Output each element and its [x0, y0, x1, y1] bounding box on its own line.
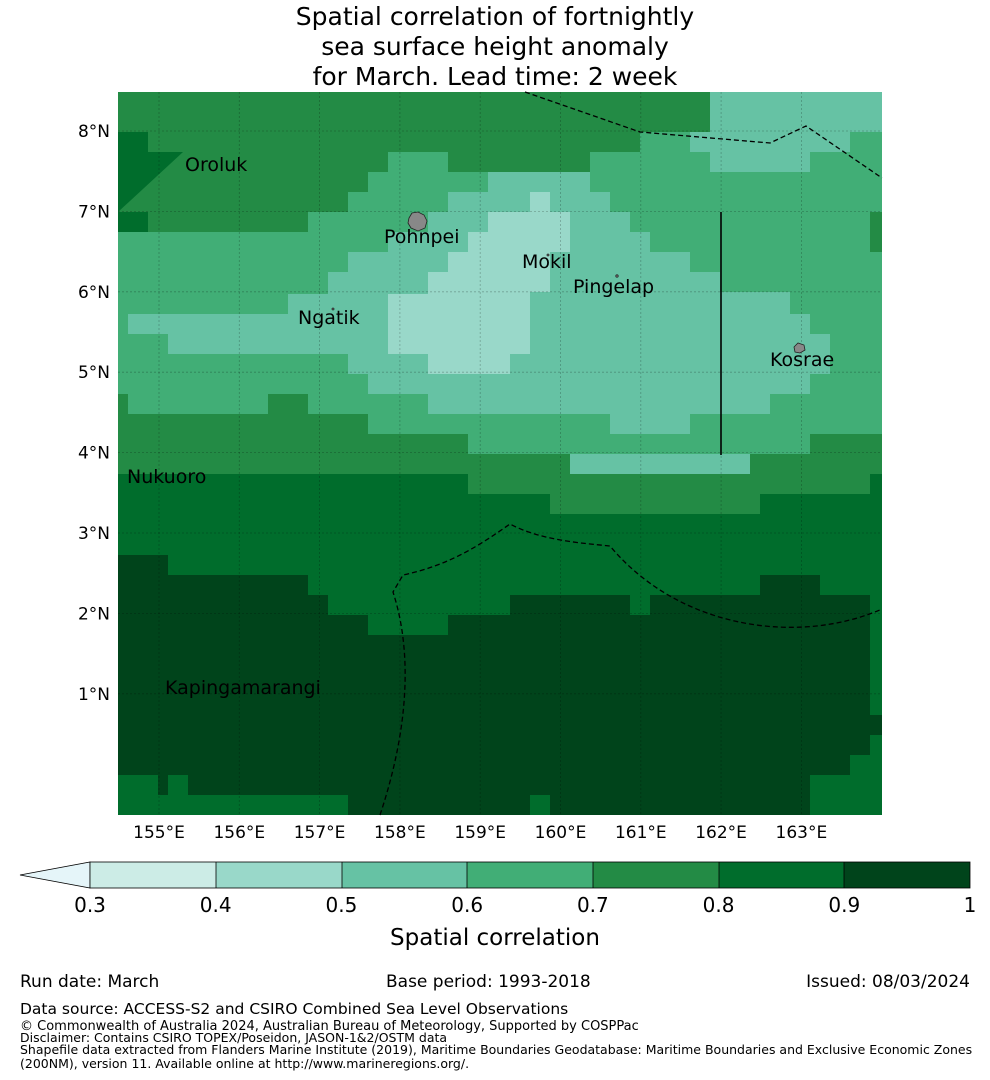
- islands: [331, 211, 806, 354]
- x-tick-label: 163°E: [776, 823, 828, 843]
- shapefile-credit-line2: (200NM), version 11. Available online at…: [20, 1056, 470, 1071]
- copyright-notice: © Commonwealth of Australia 2024, Austra…: [20, 1019, 639, 1034]
- mokil-island: [546, 253, 550, 257]
- place-label-kosrae: Kosrae: [770, 349, 834, 371]
- x-tick-label: 159°E: [454, 823, 506, 843]
- x-tick-label: 158°E: [374, 823, 426, 843]
- correlation-field: [118, 92, 882, 815]
- map-title: Spatial correlation of fortnightly sea s…: [0, 2, 990, 92]
- colorbar-tick-label: 0.8: [703, 893, 735, 917]
- colorbar-frame: [89, 861, 971, 889]
- y-axis-ticks: 8°N 7°N 6°N 5°N 4°N 3°N 2°N 1°N: [78, 122, 110, 705]
- base-period: Base period: 1993-2018: [386, 972, 591, 992]
- y-tick-label: 7°N: [78, 202, 110, 222]
- colorbar-tick-label: 1: [964, 893, 977, 917]
- colorbar-bin-0.9-1: [844, 862, 970, 888]
- y-tick-label: 8°N: [78, 122, 110, 142]
- y-tick-label: 2°N: [78, 604, 110, 624]
- shapefile-credit-line1: Shapefile data extracted from Flanders M…: [20, 1042, 973, 1057]
- pingelap-island: [615, 274, 619, 278]
- title-line-2: sea surface height anomaly: [321, 32, 669, 61]
- eez-boundary-south: [379, 523, 883, 816]
- eez-boundary-north: [524, 91, 883, 179]
- map-gridlines: [118, 92, 882, 815]
- y-tick-label: 1°N: [78, 685, 110, 705]
- colorbar-tick-label: 0.4: [200, 893, 232, 917]
- colorbar-tick-label: 0.7: [577, 893, 609, 917]
- colorbar-ticks: 0.3 0.4 0.5 0.6 0.7 0.8 0.9 1: [74, 893, 976, 917]
- colorbar-under-triangle: [19, 861, 91, 889]
- colorbar-bin-0.5-0.6: [342, 862, 467, 888]
- place-label-kapingamarangi: Kapingamarangi: [165, 677, 321, 699]
- y-tick-label: 5°N: [78, 363, 110, 383]
- ngatik-island: [331, 307, 335, 311]
- x-tick-label: 156°E: [213, 823, 265, 843]
- y-tick-label: 4°N: [78, 444, 110, 464]
- x-tick-label: 155°E: [133, 823, 185, 843]
- y-tick-label: 6°N: [78, 283, 110, 303]
- data-source: Data source: ACCESS-S2 and CSIRO Combine…: [20, 1000, 569, 1018]
- field-bin-0.7-0.8: [118, 92, 882, 514]
- x-tick-label: 161°E: [615, 823, 667, 843]
- issued-date: Issued: 08/03/2024: [806, 972, 970, 992]
- place-label-nukuoro: Nukuoro: [127, 466, 206, 488]
- colorbar: 0.3 0.4 0.5 0.6 0.7 0.8 0.9 1 Spatial correlati…: [19, 861, 976, 951]
- x-axis-ticks: 155°E 156°E 157°E 158°E 159°E 160°E 161°E 162°E…: [133, 823, 827, 843]
- eez-boundaries: [379, 91, 883, 816]
- run-date: Run date: March: [20, 972, 160, 992]
- kosrae-island: [793, 342, 806, 354]
- disclaimer: Disclaimer: Contains CSIRO TOPEX/Poseido…: [20, 1030, 448, 1045]
- colorbar-tick-label: 0.5: [326, 893, 358, 917]
- place-label-oroluk: Oroluk: [185, 154, 247, 176]
- colorbar-bin-0.4-0.5: [216, 862, 342, 888]
- x-tick-label: 160°E: [535, 823, 587, 843]
- place-label-mokil: Mokil: [522, 251, 572, 273]
- colorbar-bin-0.7-0.8: [593, 862, 719, 888]
- field-bin-0.4-0.5: [388, 192, 570, 374]
- title-line-3: for March. Lead time: 2 week: [312, 62, 678, 91]
- colorbar-bin-0.8-0.9: [719, 862, 844, 888]
- x-tick-label: 162°E: [695, 823, 747, 843]
- place-label-pohnpei: Pohnpei: [384, 226, 460, 248]
- colorbar-label: Spatial correlation: [390, 925, 600, 951]
- title-line-1: Spatial correlation of fortnightly: [295, 2, 695, 31]
- x-tick-label: 157°E: [294, 823, 346, 843]
- place-label-pingelap: Pingelap: [573, 276, 654, 298]
- colorbar-tick-label: 0.3: [74, 893, 106, 917]
- y-tick-label: 3°N: [78, 524, 110, 544]
- colorbar-tick-label: 0.9: [828, 893, 860, 917]
- colorbar-bin-0.6-0.7: [467, 862, 593, 888]
- colorbar-bin-0.3-0.4: [90, 862, 216, 888]
- colorbar-tick-label: 0.6: [451, 893, 483, 917]
- place-label-ngatik: Ngatik: [298, 307, 360, 329]
- field-bin-0.9-1: [118, 555, 882, 815]
- pohnpei-island: [407, 211, 428, 232]
